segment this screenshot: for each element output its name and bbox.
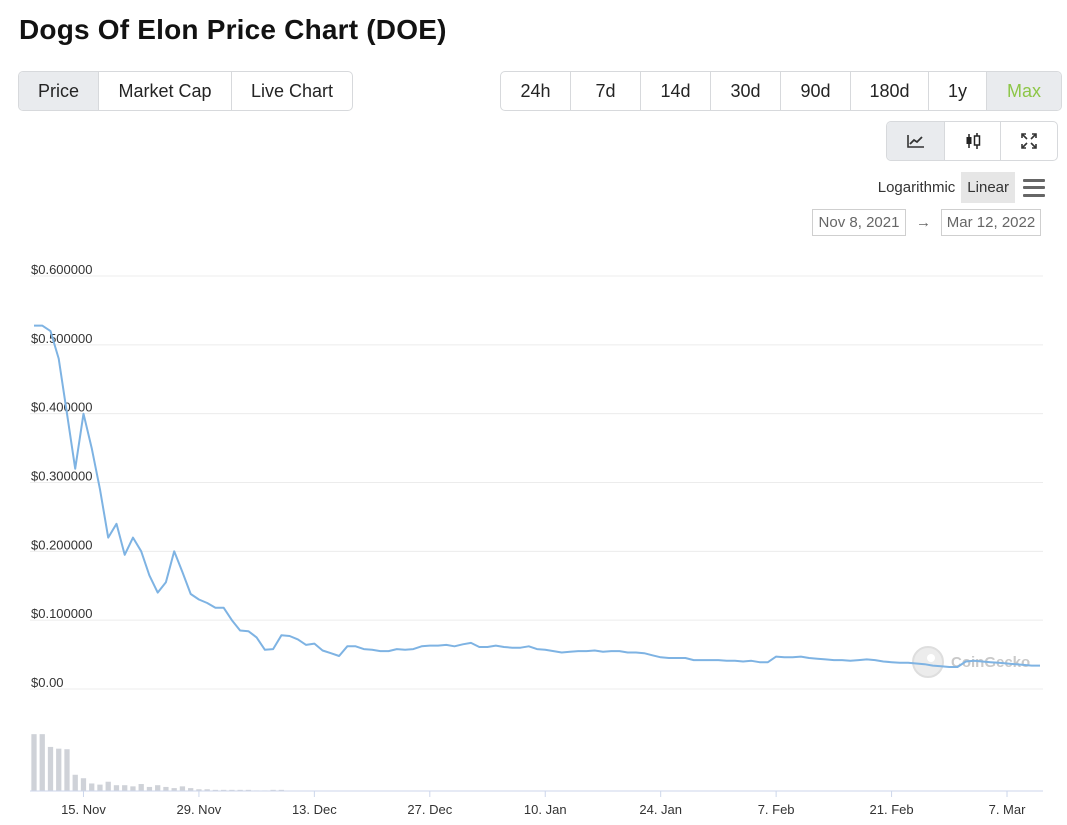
range-7d-button[interactable]: 7d	[571, 72, 641, 110]
y-tick-label: $0.400000	[31, 400, 92, 415]
fullscreen-button[interactable]	[1001, 122, 1057, 160]
x-tick-label: 24. Jan	[639, 802, 682, 817]
volume-bar	[188, 788, 194, 791]
coingecko-watermark: CoinGecko	[912, 646, 1030, 678]
coingecko-logo-icon	[912, 646, 944, 678]
volume-bar	[113, 785, 120, 791]
scale-logarithmic-option[interactable]: Logarithmic	[877, 179, 956, 196]
volume-bar	[221, 789, 227, 791]
volume-bar	[31, 734, 37, 791]
volume-bar	[163, 786, 169, 791]
y-axis: $0.600000 $0.500000 $0.400000 $0.300000 $0.2…	[31, 262, 92, 690]
chart-gridlines	[30, 275, 1043, 690]
x-tick-label: 29. Nov	[177, 802, 222, 817]
volume-bar	[89, 783, 95, 791]
volume-bar	[122, 785, 128, 791]
volume-bar	[212, 789, 219, 791]
volume-bar	[229, 789, 235, 791]
x-tick-label: 10. Jan	[524, 802, 567, 817]
x-tick-label: 15. Nov	[61, 802, 106, 817]
volume-bar	[47, 746, 54, 791]
date-to-input[interactable]: Mar 12, 2022	[941, 209, 1041, 236]
price-line	[34, 324, 1040, 668]
date-range: Nov 8, 2021 → Mar 12, 2022	[812, 209, 1041, 236]
volume-bar	[204, 789, 210, 791]
x-axis: 15. Nov 29. Nov 13. Dec 27. Dec 10. Jan 24. J…	[61, 791, 1026, 817]
range-90d-button[interactable]: 90d	[781, 72, 851, 110]
volume-bar	[64, 749, 70, 791]
volume-bar	[245, 789, 252, 791]
volume-bar	[56, 748, 62, 791]
range-180d-button[interactable]: 180d	[851, 72, 929, 110]
y-tick-label: $0.100000	[31, 606, 92, 621]
x-tick-label: 27. Dec	[407, 802, 452, 817]
price-series	[34, 324, 1040, 668]
range-24h-button[interactable]: 24h	[501, 72, 571, 110]
volume-bar	[97, 784, 103, 791]
range-1y-button[interactable]: 1y	[929, 72, 987, 110]
volume-bars	[31, 734, 285, 791]
volume-bar	[179, 786, 186, 791]
volume-bar	[105, 781, 111, 791]
y-tick-label: $0.200000	[31, 537, 92, 552]
volume-bar	[155, 785, 161, 791]
page-title: Dogs Of Elon Price Chart (DOE)	[19, 14, 447, 45]
volume-bar	[237, 789, 243, 791]
volume-bar	[72, 774, 78, 791]
volume-bar	[39, 734, 45, 791]
tab-live-chart[interactable]: Live Chart	[250, 80, 334, 101]
y-tick-label: $0.600000	[31, 262, 92, 277]
time-range-tabs: 24h 7d 14d 30d 90d 180d 1y Max	[500, 71, 1062, 111]
x-tick-label: 21. Feb	[870, 802, 914, 817]
date-from-input[interactable]: Nov 8, 2021	[812, 209, 906, 236]
x-tick-label: 7. Feb	[758, 802, 795, 817]
hamburger-menu-icon[interactable]	[1023, 178, 1045, 197]
volume-bar	[270, 789, 276, 791]
line-chart-button[interactable]	[887, 122, 945, 160]
candlestick-button[interactable]	[945, 122, 1001, 160]
expand-icon	[1021, 133, 1037, 149]
y-tick-label: $0.00	[31, 675, 64, 690]
volume-bar	[146, 786, 153, 791]
coingecko-logo-eye-icon	[927, 654, 935, 662]
range-30d-button[interactable]: 30d	[711, 72, 781, 110]
volume-bar	[171, 788, 177, 791]
volume-bar	[278, 789, 285, 791]
volume-bar	[196, 789, 202, 791]
candlestick-icon	[966, 133, 980, 149]
scale-selector: Logarithmic Linear	[872, 172, 1045, 203]
y-tick-label: $0.300000	[31, 469, 92, 484]
view-tabs: Price Market Cap Live Chart	[18, 71, 353, 111]
x-tick-label: 7. Mar	[989, 802, 1027, 817]
range-14d-button[interactable]: 14d	[641, 72, 711, 110]
tab-market-cap[interactable]: Market Cap	[99, 72, 232, 110]
line-chart-icon	[906, 135, 924, 148]
chart-type-toggle	[886, 121, 1058, 161]
arrow-right-icon: →	[916, 214, 931, 231]
volume-bar	[130, 786, 136, 791]
y-tick-label: $0.500000	[31, 331, 92, 346]
scale-linear-option[interactable]: Linear	[961, 172, 1015, 203]
tab-price[interactable]: Price	[19, 72, 99, 110]
volume-bar	[80, 778, 87, 791]
range-max-button[interactable]: Max	[987, 72, 1061, 110]
volume-bar	[138, 784, 144, 791]
x-tick-label: 13. Dec	[292, 802, 337, 817]
